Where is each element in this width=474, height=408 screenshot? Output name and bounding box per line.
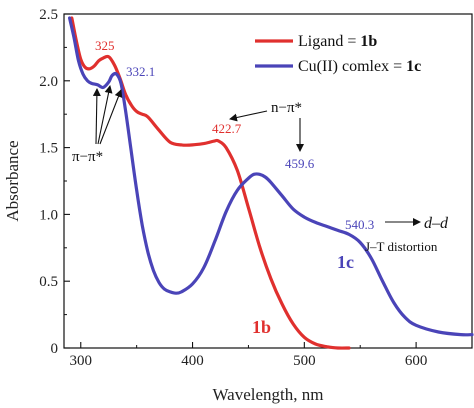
pi-pi-arrow-3: [99, 89, 123, 145]
y-tick-label: 0: [51, 341, 59, 357]
legend-label-complex: Cu(II) comlex = 1c: [298, 58, 421, 75]
peak-label-332: 332.1: [126, 64, 155, 79]
y-axis-title: Absorbance: [3, 140, 22, 221]
y-tick-label: 2.0: [39, 74, 58, 90]
legend-label-ligand-prefix: Ligand =: [298, 33, 360, 50]
legend: Ligand = 1b Cu(II) comlex = 1c: [255, 33, 421, 75]
curve-label-1c: 1c: [337, 252, 354, 272]
legend-label-ligand: Ligand = 1b: [298, 33, 377, 50]
axis-ticks: 300 400 500 600 0 0.5 1.0 1.5 2.0 2.5: [39, 7, 473, 369]
y-tick-label: 0.5: [39, 274, 58, 290]
legend-label-complex-prefix: Cu(II) comlex =: [298, 58, 406, 75]
y-tick-label: 2.5: [39, 7, 58, 23]
x-tick-label: 500: [293, 353, 316, 369]
pi-pi-label: π−π*: [72, 149, 103, 165]
cu-complex-1c-line: [68, 16, 474, 337]
x-axis-title: Wavelength, nm: [213, 385, 324, 404]
pi-pi-arrow-2: [97, 85, 113, 145]
peak-label-459: 459.6: [285, 156, 315, 171]
n-pi-label: n−π*: [271, 100, 302, 116]
peak-label-422: 422.7: [212, 121, 242, 136]
y-tick-label: 1.5: [39, 141, 58, 157]
d-d-label: d–d: [424, 215, 449, 232]
peak-label-325: 325: [95, 38, 115, 53]
legend-label-ligand-bold: 1b: [360, 33, 377, 50]
x-tick-label: 600: [405, 353, 428, 369]
jt-distortion-label: J–T distortion: [365, 239, 438, 254]
legend-label-complex-bold: 1c: [406, 58, 421, 75]
ligand-1b-line: [70, 16, 351, 350]
curve-label-1b: 1b: [252, 317, 271, 337]
series-lines: [68, 16, 474, 350]
peak-label-540: 540.3: [345, 217, 374, 232]
n-pi-arrow-left: [229, 110, 268, 122]
y-tick-label: 1.0: [39, 207, 58, 223]
x-tick-label: 300: [70, 353, 93, 369]
x-tick-label: 400: [181, 353, 204, 369]
pi-pi-arrow-1: [92, 88, 101, 145]
